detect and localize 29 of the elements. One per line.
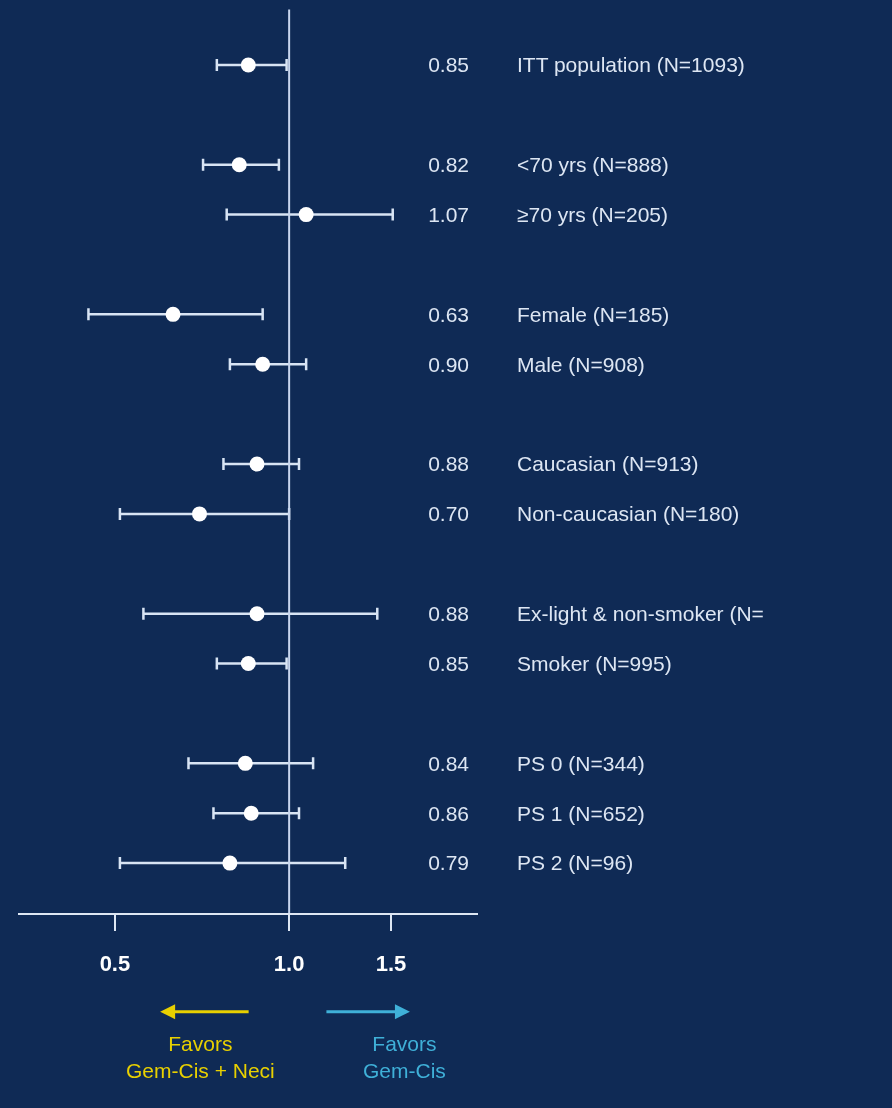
- y2-tick-label: 0.84: [428, 751, 470, 775]
- x-tick-label: 1.5: [375, 951, 407, 977]
- y-tick-label: <70 yrs (N=888): [517, 153, 669, 177]
- y-tick-label: PS 1 (N=652): [517, 801, 645, 825]
- text: Favors Gem-Cis: [363, 1032, 446, 1083]
- y2-tick-label: 0.82: [428, 153, 469, 177]
- y2-tick-label: 0.86: [428, 801, 469, 825]
- x-tick-label: 0.5: [99, 951, 131, 977]
- y2-tick-label: 0.88: [428, 452, 469, 476]
- y2-tick-label: 1.07: [428, 202, 469, 226]
- y2-tick-label: 0.90: [428, 352, 469, 376]
- y-tick-label: ≥70 yrs (N=205): [517, 202, 668, 226]
- text: Favors Gem-Cis + Neci: [126, 1032, 275, 1083]
- y-tick-label: Caucasian (N=913): [517, 452, 699, 476]
- y-tick-label: Ex-light & non-smoker (N=: [517, 602, 764, 626]
- x-tick-label: 1.0: [273, 951, 305, 977]
- y2-tick-label: 0.88: [428, 602, 469, 626]
- y2-tick-label: 0.85: [428, 53, 469, 77]
- y2-tick-label: 0.85: [428, 651, 469, 675]
- y-tick-label: ITT population (N=1093): [517, 53, 745, 77]
- y2-tick-label: 0.70: [428, 502, 469, 526]
- y2-tick-label: 0.63: [428, 302, 469, 326]
- y2-tick-label: 0.79: [428, 851, 469, 875]
- y-tick-label: PS 0 (N=344): [517, 751, 645, 775]
- y-tick-label: Male (N=908): [517, 352, 645, 376]
- y-tick-label: Smoker (N=995): [517, 651, 672, 675]
- y-tick-label: Female (N=185): [517, 302, 670, 326]
- y-tick-label: Non-caucasian (N=180): [517, 502, 740, 526]
- y-tick-label: PS 2 (N=96): [517, 851, 634, 875]
